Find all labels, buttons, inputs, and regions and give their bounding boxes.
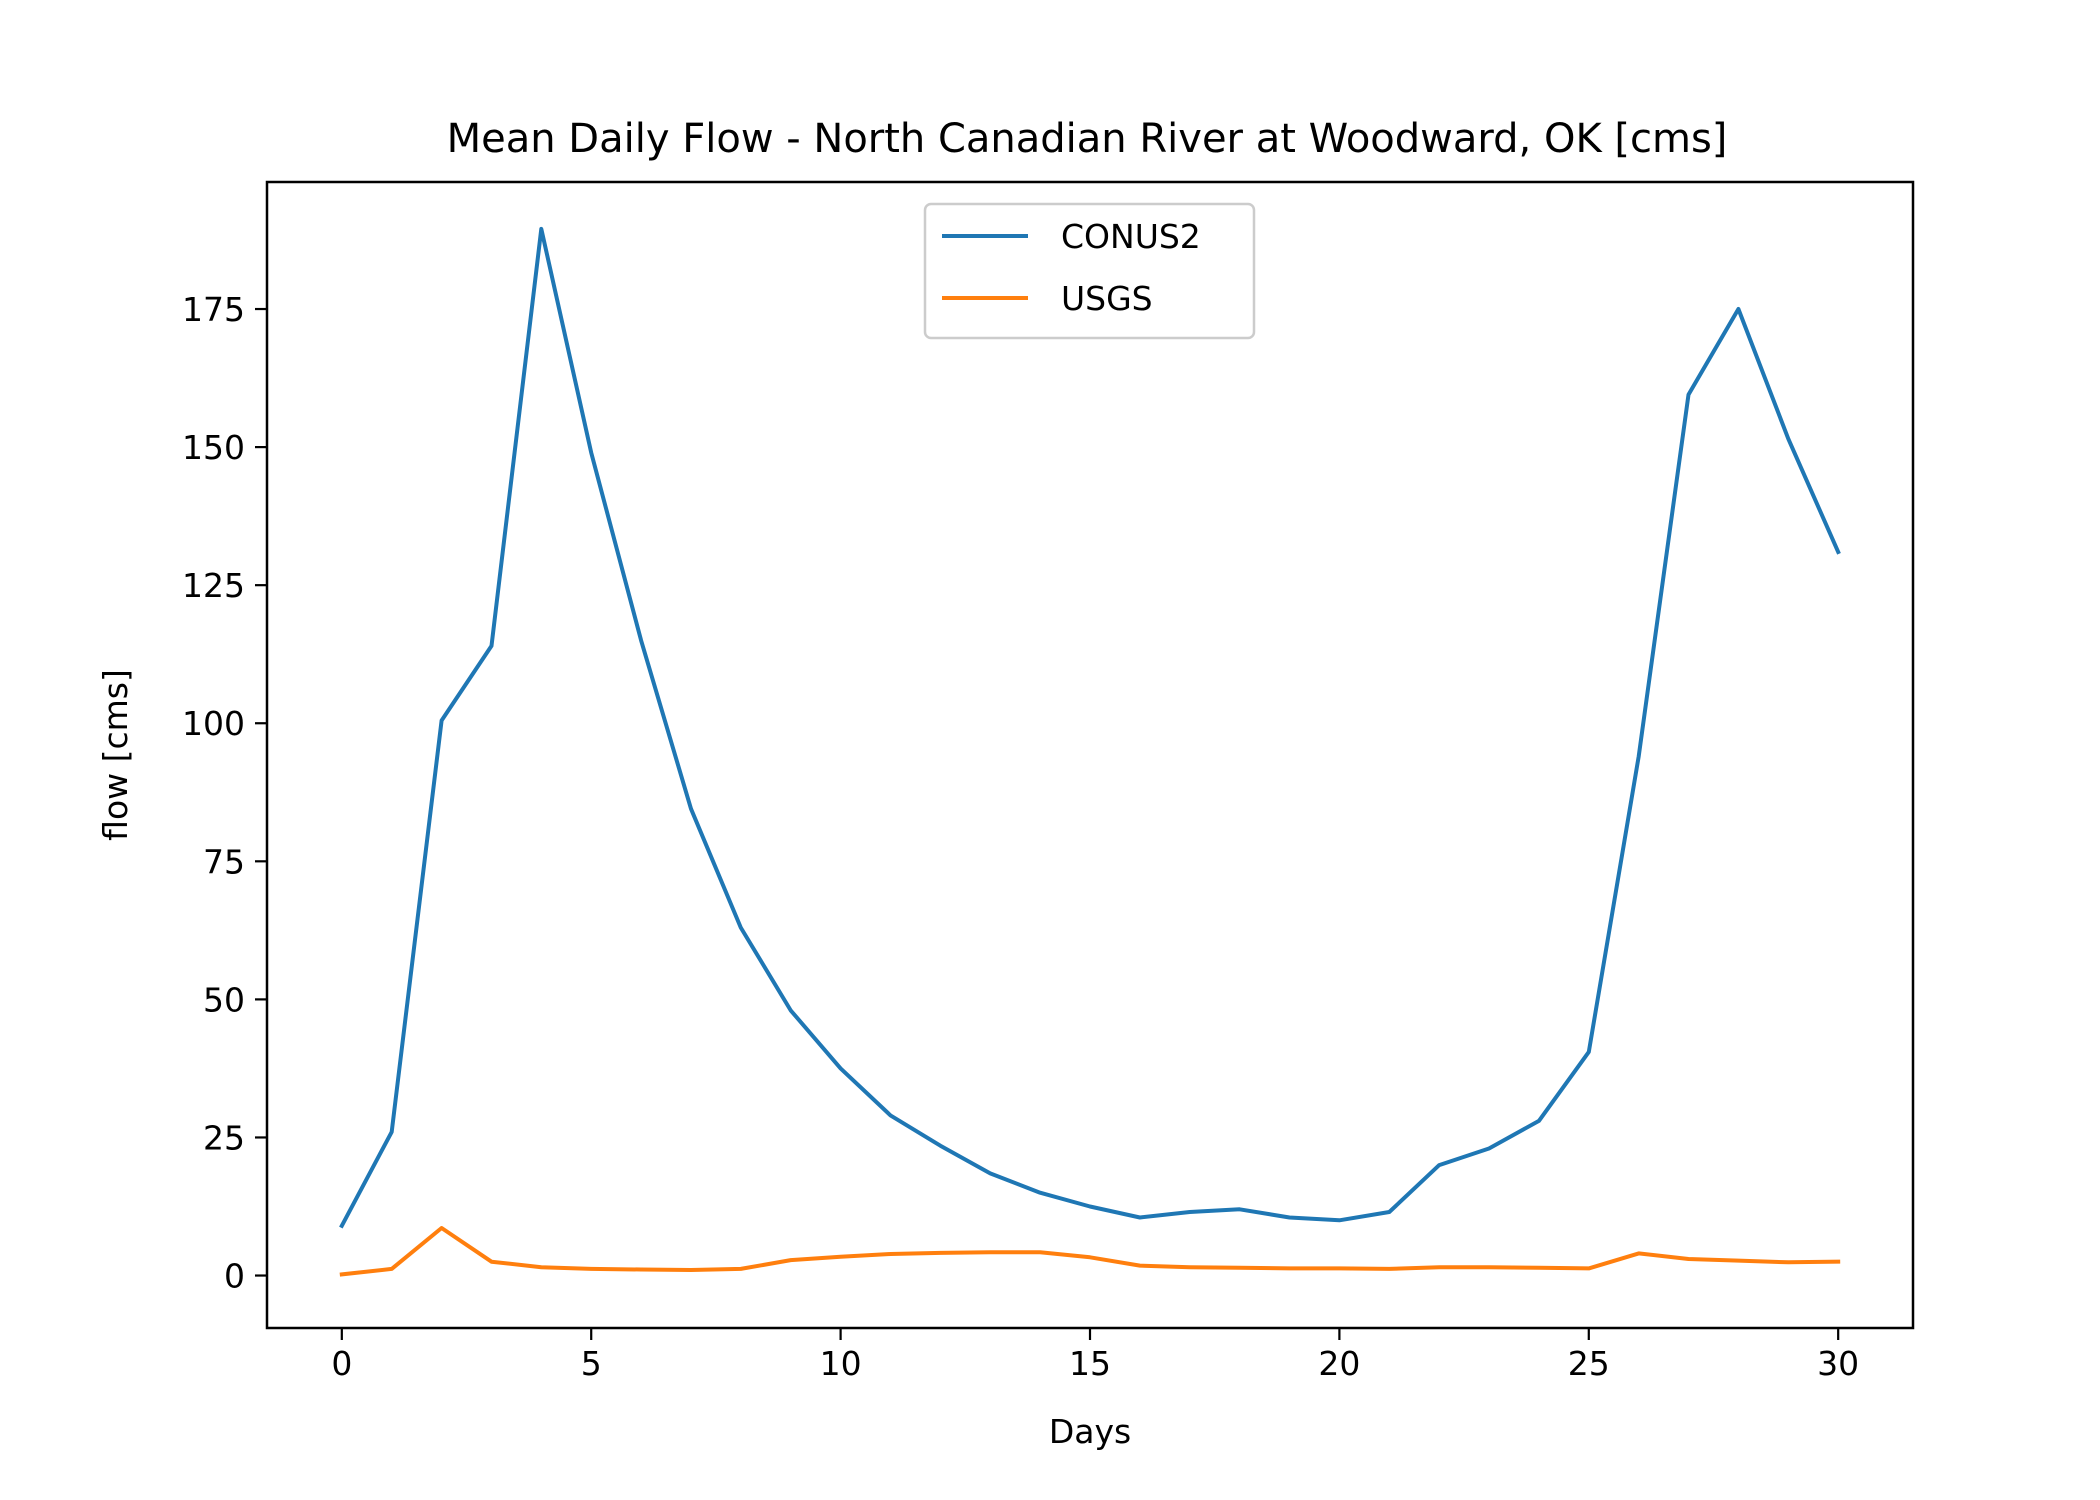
- x-tick-label: 30: [1817, 1344, 1859, 1383]
- chart-title: Mean Daily Flow - North Canadian River a…: [447, 116, 1728, 162]
- series-line-conus2: [339, 226, 1841, 1229]
- y-axis: 0 25 50 75 100 125 150 175: [182, 290, 267, 1296]
- series-line-usgs: [339, 1226, 1841, 1277]
- plot-frame: [265, 180, 1915, 1330]
- x-tick-label: 15: [1069, 1344, 1111, 1383]
- x-axis-label: Days: [1049, 1412, 1131, 1451]
- x-tick-label: 25: [1568, 1344, 1610, 1383]
- x-tick-label: 10: [820, 1344, 862, 1383]
- y-tick-label: 25: [203, 1118, 245, 1157]
- x-axis: 0 5 10 15 20 25 30: [331, 1328, 1859, 1383]
- x-tick-label: 0: [331, 1344, 352, 1383]
- y-tick-label: 150: [182, 428, 245, 467]
- y-tick-label: 0: [224, 1257, 245, 1296]
- y-tick-label: 50: [203, 980, 245, 1019]
- x-tick-label: 20: [1318, 1344, 1360, 1383]
- series-layer: [339, 226, 1841, 1277]
- x-tick-label: 5: [581, 1344, 602, 1383]
- legend-label-conus2: CONUS2: [1061, 217, 1201, 256]
- y-axis-label: flow [cms]: [96, 669, 135, 841]
- y-tick-label: 175: [182, 290, 245, 329]
- y-tick-label: 100: [182, 704, 245, 743]
- legend: CONUS2 USGS: [923, 202, 1256, 340]
- y-tick-label: 125: [182, 566, 245, 605]
- legend-label-usgs: USGS: [1061, 279, 1153, 318]
- y-tick-label: 75: [203, 842, 245, 881]
